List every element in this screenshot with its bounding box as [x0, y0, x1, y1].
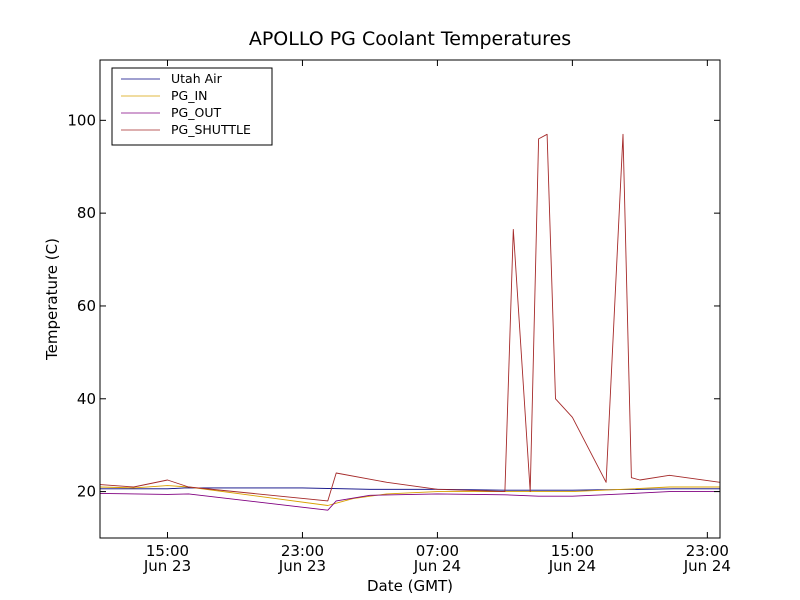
legend: Utah Air PG_IN PG_OUT PG_SHUTTLE — [111, 67, 273, 146]
x-tick-time-label: 15:00 — [146, 542, 189, 560]
x-tick-time-label: 23:00 — [686, 542, 729, 560]
x-tick-date-label: Jun 23 — [143, 557, 191, 575]
x-axis-label: Date (GMT) — [367, 577, 453, 595]
legend-label-utah-air: Utah Air — [171, 71, 223, 86]
x-tick-time-label: 15:00 — [551, 542, 594, 560]
legend-label-pg-shuttle: PG_SHUTTLE — [171, 122, 251, 137]
x-tick-time-label: 23:00 — [281, 542, 324, 560]
y-tick-label: 20 — [77, 483, 96, 501]
legend-frame — [111, 67, 273, 146]
y-tick-label: 60 — [77, 297, 96, 315]
legend-label-pg-in: PG_IN — [171, 88, 208, 103]
x-tick-date-label: Jun 23 — [278, 557, 326, 575]
y-tick-label: 40 — [77, 390, 96, 408]
legend-label-pg-out: PG_OUT — [171, 105, 221, 120]
x-tick-date-label: Jun 24 — [683, 557, 731, 575]
series-layer — [100, 133, 720, 511]
x-tick-time-label: 07:00 — [416, 542, 459, 560]
series-line-pg-shuttle — [100, 133, 720, 502]
y-axis-label: Temperature (C) — [43, 238, 61, 361]
chart-title: APOLLO PG Coolant Temperatures — [249, 28, 571, 50]
plot-frame — [99, 59, 721, 539]
y-tick-label: 80 — [77, 204, 96, 222]
x-tick-date-label: Jun 24 — [413, 557, 461, 575]
y-tick-label: 100 — [67, 111, 96, 129]
series-line-pg-in — [100, 485, 720, 506]
series-line-pg-out — [100, 491, 720, 511]
x-tick-date-label: Jun 24 — [548, 557, 596, 575]
